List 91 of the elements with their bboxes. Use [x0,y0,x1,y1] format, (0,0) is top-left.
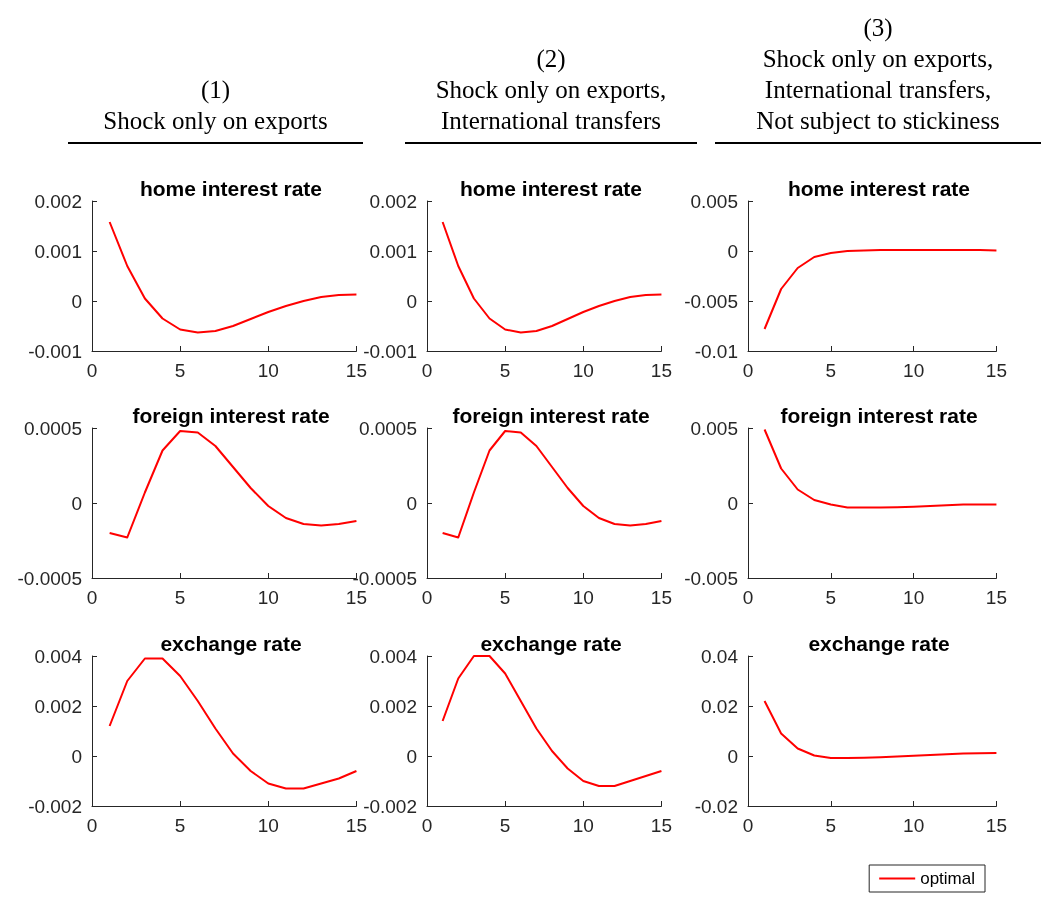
x-tick-label: 0 [742,587,754,608]
x-tick-label: 10 [572,815,594,836]
y-tick-label: 0.001 [34,240,82,262]
chart-subtitle: (2) Shock only on exports, International transfers [435,44,667,136]
x-tick-label: 10 [257,815,279,836]
x-tick-label: 0 [421,815,433,836]
x-tick-label: 10 [257,587,279,608]
y-tick-label: 0 [71,492,82,514]
x-tick-label: 0 [742,360,754,381]
x-tick-label: 5 [825,587,837,608]
y-tick-label: 0 [727,745,738,767]
line-series [763,700,998,759]
x-tick-label: 5 [825,360,837,381]
y-tick-label: 0.0005 [358,417,417,439]
y-tick-label: 0.002 [34,695,82,717]
x-tick-label: 5 [499,815,511,836]
line-series [441,221,663,334]
x-tick-label: 5 [174,360,186,381]
y-tick-label: -0.02 [694,795,738,817]
legend-label: optimal [920,869,976,888]
line-series [108,221,358,334]
chart-title: foreign interest rate [132,404,330,427]
y-tick-label: 0 [406,492,417,514]
x-tick-label: 0 [86,815,98,836]
x-tick-label: 15 [345,587,367,608]
y-tick-label: 0.04 [701,645,739,667]
y-tick-label: 0.002 [34,190,82,212]
x-tick-label: 10 [903,360,925,381]
chart-title: home interest rate [139,177,323,200]
x-tick-label: 10 [903,815,925,836]
y-tick-label: 0.0005 [23,417,82,439]
line-series [763,428,998,509]
x-tick-label: 0 [421,360,433,381]
y-tick-label: 0 [406,290,417,312]
y-tick-label: 0.005 [690,190,738,212]
x-tick-label: 15 [650,360,672,381]
y-tick-label: -0.01 [694,340,738,362]
y-tick-label: -0.005 [684,290,738,312]
y-tick-label: -0.002 [28,795,82,817]
x-tick-label: 5 [499,360,511,381]
y-tick-label: 0.001 [369,240,417,262]
y-tick-label: -0.001 [28,340,82,362]
y-tick-label: -0.001 [363,340,417,362]
y-tick-label: 0.002 [369,695,417,717]
y-tick-label: 0.004 [369,645,418,667]
line-series [108,430,358,539]
x-tick-label: 15 [650,815,672,836]
y-tick-label: 0 [406,745,417,767]
chart-title: exchange rate [160,632,302,655]
y-tick-label: 0 [727,492,738,514]
x-tick-label: 0 [86,360,98,381]
x-tick-label: 5 [825,815,837,836]
y-tick-label: 0 [727,240,738,262]
x-tick-label: 15 [985,360,1007,381]
y-tick-label: 0 [71,745,82,767]
chart-title: home interest rate [787,177,971,200]
x-tick-label: 0 [742,815,754,836]
x-tick-label: 10 [572,360,594,381]
y-tick-label: 0.004 [34,645,83,667]
chart-title: foreign interest rate [780,404,978,427]
x-tick-label: 15 [345,360,367,381]
x-tick-label: 15 [650,587,672,608]
line-series [441,655,663,787]
y-tick-label: 0.002 [369,190,417,212]
chart-title: exchange rate [808,632,950,655]
x-tick-label: 15 [345,815,367,836]
line-series [108,657,358,790]
y-tick-label: -0.005 [684,567,738,589]
x-tick-label: 15 [985,815,1007,836]
y-tick-label: -0.002 [363,795,417,817]
x-tick-label: 10 [572,587,594,608]
x-tick-label: 5 [174,815,186,836]
x-tick-label: 0 [421,587,433,608]
chart-subtitle: (1) Shock only on exports [103,75,328,136]
y-tick-label: 0 [71,290,82,312]
chart-title: home interest rate [459,177,643,200]
x-tick-label: 15 [985,587,1007,608]
line-series [441,430,663,539]
y-tick-label: -0.0005 [17,567,82,589]
line-series [763,249,998,330]
x-tick-label: 0 [86,587,98,608]
x-tick-label: 10 [903,587,925,608]
chart-subtitle: (3) Shock only on exports, International transfers, Not subject to stickiness [756,13,1000,136]
x-tick-label: 5 [499,587,511,608]
y-tick-label: 0.005 [690,417,738,439]
chart-title: exchange rate [480,632,622,655]
x-tick-label: 10 [257,360,279,381]
y-tick-label: -0.0005 [352,567,417,589]
chart-title: foreign interest rate [452,404,650,427]
y-tick-label: 0.02 [701,695,738,717]
x-tick-label: 5 [174,587,186,608]
